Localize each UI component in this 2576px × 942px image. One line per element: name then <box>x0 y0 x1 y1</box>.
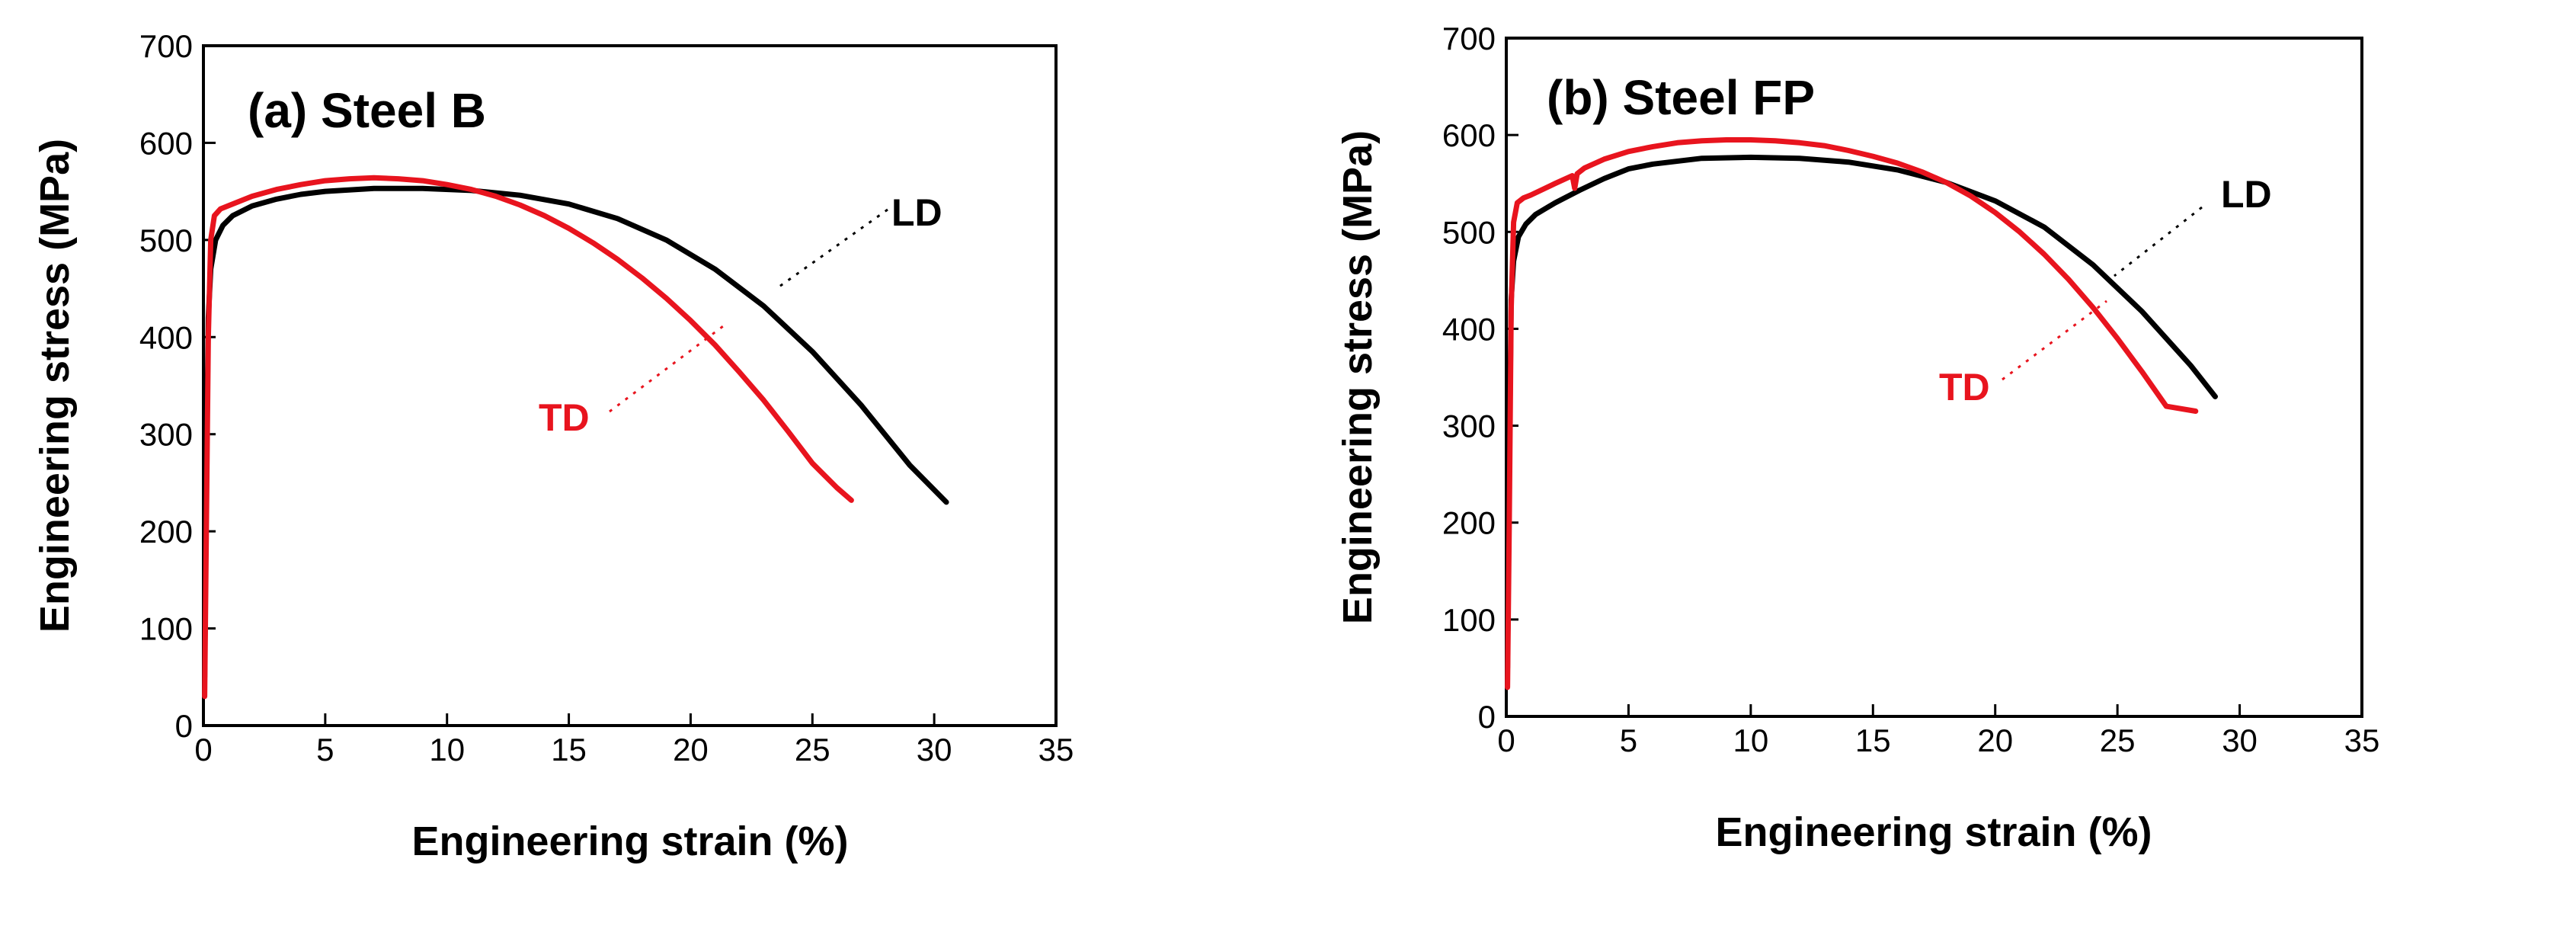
panel-a-x-tick-label: 5 <box>316 732 334 767</box>
panel-b-x-tick-label: 10 <box>1733 723 1768 758</box>
panel-a-y-tick-label: 0 <box>175 708 193 744</box>
panel-a-title: (a) Steel B <box>248 83 486 138</box>
panel-b: 0 5 10 15 20 25 30 35 0 100 200 300 400 500 600 700 (b… <box>1335 21 2379 855</box>
panel-b-y-tick-label: 500 <box>1442 214 1496 250</box>
panel-a-ld-label: LD <box>891 191 942 234</box>
panel-b-x-ticks: 0 5 10 15 20 25 30 35 <box>1497 704 2379 758</box>
panel-a-series <box>202 175 949 700</box>
panel-a-x-tick-label: 30 <box>917 732 952 767</box>
panel-a-x-tick-label: 20 <box>673 732 709 767</box>
panel-a-x-tick-label: 0 <box>194 732 212 767</box>
panel-b-series <box>1505 137 2218 690</box>
panel-a-y-tick-label: 400 <box>139 319 193 355</box>
panel-b-y-tick-label: 400 <box>1442 311 1496 347</box>
panel-b-y-tick-label: 0 <box>1478 699 1496 735</box>
panel-a-x-tick-label: 15 <box>551 732 587 767</box>
panel-b-td-leader <box>2002 300 2107 381</box>
panel-b-y-tick-label: 100 <box>1442 602 1496 638</box>
panel-a-td-label: TD <box>539 396 590 439</box>
panel-a: 0 5 10 15 20 25 30 35 0 100 200 300 400 500 600 700 (a… <box>32 28 1074 864</box>
panel-a-series-td-line <box>202 175 854 700</box>
panel-b-series-ld-line <box>1505 154 2218 671</box>
panel-a-y-tick-label: 300 <box>139 417 193 453</box>
panel-a-x-axis-title: Engineering strain (%) <box>411 819 848 864</box>
panel-b-td-label: TD <box>1939 366 1990 409</box>
panel-a-y-tick-label: 100 <box>139 611 193 647</box>
panel-b-y-tick-label: 600 <box>1442 117 1496 153</box>
panel-b-y-tick-label: 700 <box>1442 21 1496 56</box>
panel-a-x-tick-label: 10 <box>429 732 465 767</box>
panel-a-series-ld-line <box>202 185 949 680</box>
panel-a-x-tick-label: 25 <box>795 732 830 767</box>
panel-b-series-td-line <box>1505 137 2199 690</box>
panel-b-x-tick-label: 0 <box>1497 723 1515 758</box>
panel-b-y-tick-label: 200 <box>1442 505 1496 541</box>
panel-b-x-tick-label: 30 <box>2222 723 2258 758</box>
panel-b-x-tick-label: 25 <box>2100 723 2136 758</box>
panel-a-plot-frame <box>202 44 1058 727</box>
panel-a-x-ticks: 0 5 10 15 20 25 30 35 <box>194 713 1074 767</box>
panel-b-ld-label: LD <box>2221 173 2272 216</box>
panel-a-y-tick-label: 500 <box>139 223 193 258</box>
panel-a-ld-leader <box>776 208 888 290</box>
panel-b-x-tick-label: 35 <box>2344 723 2380 758</box>
panel-a-td-leader <box>609 322 727 413</box>
panel-a-y-tick-label: 600 <box>139 125 193 161</box>
panel-b-y-ticks: 0 100 200 300 400 500 600 700 <box>1442 21 1518 735</box>
panel-a-x-tick-label: 35 <box>1038 732 1074 767</box>
panel-b-x-axis-title: Engineering strain (%) <box>1715 809 2152 855</box>
panel-a-y-tick-label: 700 <box>139 28 193 64</box>
panel-b-x-tick-label: 5 <box>1620 723 1637 758</box>
panel-b-plot-frame <box>1505 37 2363 718</box>
panel-b-y-axis-title: Engineering stress (MPa) <box>1335 130 1381 624</box>
panel-b-title: (b) Steel FP <box>1547 70 1815 125</box>
panel-a-y-tick-label: 200 <box>139 514 193 550</box>
panel-b-ld-leader <box>2114 206 2203 277</box>
panel-a-y-axis-title: Engineering stress (MPa) <box>32 139 78 633</box>
panel-b-x-tick-label: 15 <box>1855 723 1891 758</box>
panel-b-y-tick-label: 300 <box>1442 409 1496 444</box>
panel-b-x-tick-label: 20 <box>1977 723 2013 758</box>
